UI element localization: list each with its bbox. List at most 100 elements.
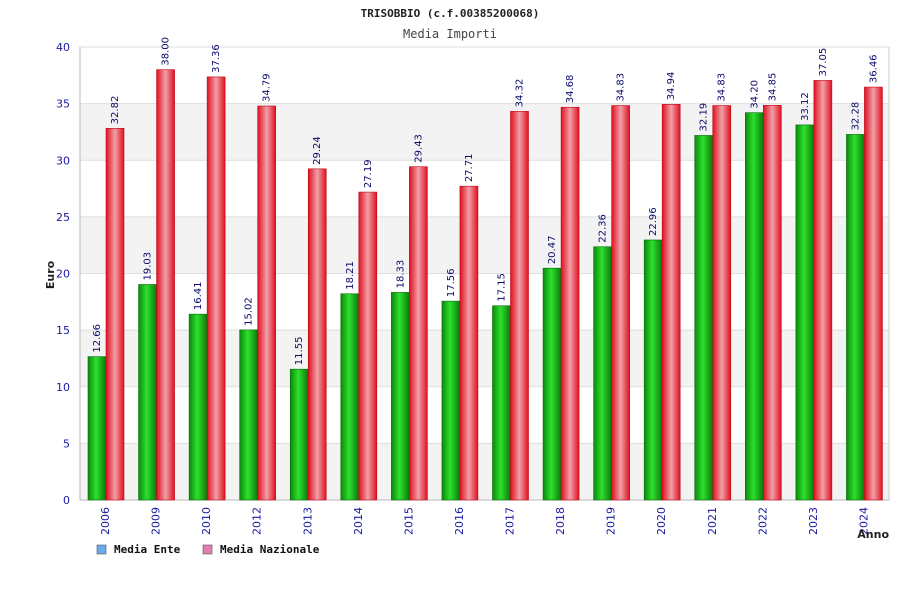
data-label: 33.12 <box>800 92 811 121</box>
bar-media-nazionale <box>105 128 125 501</box>
legend-label: Media Nazionale <box>220 543 320 556</box>
bar-media-ente <box>593 246 612 501</box>
bar-media-ente <box>795 124 815 501</box>
legend-swatch <box>96 544 107 555</box>
chart-title: TRISOBBIO (c.f.00385200068) <box>361 7 540 20</box>
bar-media-nazionale <box>813 80 833 501</box>
bar-media-nazionale <box>409 166 428 501</box>
data-label: 34.32 <box>515 79 526 108</box>
bar-media-nazionale <box>712 105 732 501</box>
x-tick-label: 2013 <box>301 507 314 535</box>
bar-media-ente <box>138 284 157 501</box>
data-label: 34.83 <box>616 73 627 102</box>
x-axis-label: Anno <box>857 528 889 541</box>
y-tick-label: 40 <box>56 41 70 54</box>
data-label: 37.05 <box>818 48 829 77</box>
data-label: 11.55 <box>294 337 305 366</box>
y-tick-label: 30 <box>56 154 70 167</box>
x-tick-label: 2010 <box>200 507 213 535</box>
data-label: 22.96 <box>648 207 659 236</box>
data-label: 17.15 <box>497 273 508 302</box>
bar-media-nazionale <box>763 105 782 501</box>
bar-media-ente <box>188 313 208 501</box>
data-label: 29.43 <box>413 134 424 163</box>
data-label: 32.28 <box>850 102 861 131</box>
bar-media-nazionale <box>156 69 175 501</box>
x-tick-label: 2023 <box>807 507 820 535</box>
data-label: 27.71 <box>464 154 475 183</box>
bar-media-ente <box>492 305 511 501</box>
legend-label: Media Ente <box>114 543 181 556</box>
bar-media-nazionale <box>864 86 883 501</box>
x-tick-label: 2024 <box>857 507 870 535</box>
y-tick-label: 35 <box>56 98 70 111</box>
bars <box>87 69 883 501</box>
chart-subtitle: Media Importi <box>403 27 497 41</box>
x-tick-label: 2012 <box>251 507 264 535</box>
x-tick-label: 2021 <box>706 507 719 535</box>
bar-media-ente <box>643 239 663 501</box>
bar-media-ente <box>239 329 258 501</box>
bar-media-nazionale <box>358 191 378 501</box>
x-tick-label: 2018 <box>554 507 567 535</box>
x-tick-label: 2014 <box>352 507 365 535</box>
data-label: 34.20 <box>749 80 760 109</box>
x-tick-label: 2015 <box>402 507 415 535</box>
y-tick-label: 5 <box>63 437 70 450</box>
data-labels: 12.66 32.82 19.03 38.00 16.41 37.36 15.02 34.79… <box>92 37 879 365</box>
bar-media-ente <box>340 293 360 501</box>
data-label: 12.66 <box>92 324 103 353</box>
x-tick-label: 2020 <box>655 507 668 535</box>
data-label: 18.33 <box>395 260 406 289</box>
data-label: 34.94 <box>666 72 677 101</box>
y-tick-label: 10 <box>56 381 70 394</box>
x-tick-label: 2006 <box>99 507 112 535</box>
y-axis-ticks: 0 5 10 15 20 25 30 35 40 <box>56 41 70 507</box>
bar-media-nazionale <box>206 76 226 501</box>
legend-swatch <box>202 544 213 555</box>
data-label: 16.41 <box>193 282 204 311</box>
data-label: 22.36 <box>598 214 609 243</box>
data-label: 36.46 <box>868 54 879 83</box>
data-label: 32.19 <box>699 103 710 132</box>
x-tick-label: 2019 <box>605 507 618 535</box>
data-label: 19.03 <box>143 252 154 281</box>
bar-media-ente <box>87 356 107 501</box>
bar-media-ente <box>694 135 714 501</box>
bar-media-nazionale <box>307 168 327 501</box>
data-label: 34.68 <box>565 75 576 104</box>
bar-media-nazionale <box>560 106 580 501</box>
data-label: 20.47 <box>547 236 558 265</box>
data-label: 34.85 <box>767 73 778 102</box>
x-tick-label: 2022 <box>756 507 769 535</box>
bar-media-ente <box>441 300 461 501</box>
data-label: 38.00 <box>161 37 172 66</box>
bar-media-nazionale <box>510 111 529 501</box>
y-tick-label: 15 <box>56 324 70 337</box>
legend: Media Ente Media Nazionale <box>96 543 320 556</box>
data-label: 27.19 <box>363 159 374 188</box>
data-label: 17.56 <box>446 268 457 297</box>
bar-media-nazionale <box>611 105 630 501</box>
data-label: 18.21 <box>345 261 356 290</box>
data-label: 29.24 <box>312 136 323 165</box>
x-tick-label: 2016 <box>453 507 466 535</box>
y-tick-label: 20 <box>56 268 70 281</box>
bar-media-ente <box>391 292 410 501</box>
data-label: 15.02 <box>244 297 255 326</box>
x-axis-ticks: 2006 2009 2010 2012 2013 2014 2015 2016 2017 2018… <box>99 507 870 535</box>
bar-media-ente <box>542 267 562 501</box>
bar-media-ente <box>745 112 764 501</box>
data-label: 34.79 <box>262 73 273 102</box>
y-axis-label: Euro <box>44 260 57 289</box>
bar-media-nazionale <box>459 185 479 501</box>
bar-media-ente <box>846 134 865 501</box>
bar-media-ente <box>289 368 309 501</box>
data-label: 37.36 <box>211 44 222 73</box>
data-label: 32.82 <box>110 96 121 125</box>
bar-media-nazionale <box>257 105 276 501</box>
x-tick-label: 2017 <box>504 507 517 535</box>
bar-media-nazionale <box>661 104 681 501</box>
y-tick-label: 25 <box>56 211 70 224</box>
